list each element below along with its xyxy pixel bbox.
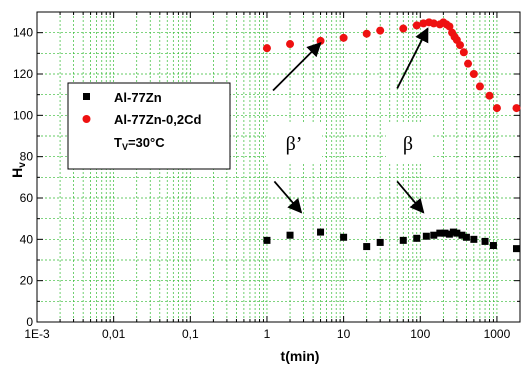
annotation-arrow — [396, 27, 429, 89]
series-al-77zn-cd — [262, 18, 521, 113]
legend-note-rest: =30°C — [128, 135, 165, 150]
data-point-square — [470, 235, 478, 243]
y-axis-title-sub: v — [17, 162, 28, 168]
data-point-square — [512, 245, 520, 253]
data-point-square — [399, 236, 407, 244]
data-point-circle — [464, 59, 473, 68]
y-tick-label: 40 — [20, 232, 34, 246]
series-al-77zn — [263, 228, 520, 253]
data-point-circle — [469, 70, 478, 78]
data-point-square — [263, 236, 271, 244]
data-point-square — [363, 243, 371, 251]
plot-frame — [36, 11, 521, 323]
y-tick-label: 100 — [13, 108, 33, 122]
legend-label-al-77zn: Al-77Zn — [114, 90, 162, 105]
x-tick-label: 1 — [264, 327, 271, 341]
data-point-circle — [475, 82, 484, 91]
data-point-square — [489, 242, 497, 250]
y-tick-label: 0 — [26, 315, 33, 329]
annotation-arrow — [272, 41, 322, 92]
data-point-circle — [362, 29, 371, 38]
data-point-square — [453, 229, 461, 237]
data-point-circle — [376, 26, 385, 35]
annotation-beta-prime: β’ — [286, 133, 303, 155]
annotation-box-beta-prime — [266, 124, 322, 162]
annotation-box-beta — [386, 124, 432, 162]
axis-ticks: 1E-3 0,01 0,1 1 10 100 1000 0 20 40 60 80 100 120 140 — [13, 11, 521, 341]
legend-temperature-note: TV=30°C — [114, 135, 165, 152]
data-point-square — [481, 237, 489, 245]
data-point-square — [458, 231, 466, 239]
y-tick-label: 80 — [20, 150, 34, 164]
data-point-circle — [512, 104, 521, 113]
data-point-circle — [286, 40, 295, 49]
annotation-beta: β — [403, 133, 413, 155]
data-point-square — [422, 232, 430, 240]
data-point-circle — [485, 91, 494, 100]
y-axis-title-main: H — [9, 168, 25, 178]
data-point-square — [340, 233, 348, 241]
y-tick-label: 20 — [20, 274, 34, 288]
data-point-circle — [399, 24, 408, 33]
legend-note-sub: V — [122, 142, 128, 152]
legend-box — [67, 82, 231, 170]
data-series — [262, 18, 521, 253]
x-tick-label: 1000 — [484, 327, 511, 341]
data-point-circle — [459, 48, 468, 57]
data-point-square — [436, 229, 444, 237]
annotations: β’ β — [266, 27, 432, 214]
legend-label-al-77zn-cd: Al-77Zn-0,2Cd — [114, 112, 201, 127]
y-axis-title: Hv — [9, 162, 28, 178]
data-point-circle — [429, 19, 438, 28]
data-point-square — [376, 238, 384, 246]
legend: Al-77Zn Al-77Zn-0,2Cd TV=30°C — [67, 82, 231, 170]
legend-marker-al-77zn — [83, 93, 90, 100]
legend-marker-al-77zn-cd — [82, 115, 91, 123]
data-point-square — [462, 233, 470, 241]
x-tick-label: 100 — [410, 327, 430, 341]
y-tick-label: 140 — [13, 26, 33, 40]
data-point-circle — [492, 104, 501, 113]
data-point-square — [430, 231, 438, 239]
x-tick-label: 0,1 — [182, 327, 199, 341]
annotation-arrow — [396, 180, 425, 214]
data-point-square — [286, 231, 294, 239]
data-point-circle — [445, 22, 454, 31]
x-axis-title: t(min) — [281, 348, 320, 364]
data-point-circle — [456, 41, 465, 50]
svg-text:Hv: Hv — [9, 162, 28, 178]
data-point-square — [317, 228, 325, 236]
data-point-square — [445, 230, 453, 238]
y-tick-label: 60 — [20, 191, 34, 205]
x-tick-label: 0,01 — [102, 327, 126, 341]
data-point-square — [449, 228, 457, 236]
annotation-arrow — [273, 180, 303, 214]
y-tick-label: 120 — [13, 67, 33, 81]
x-tick-label: 1E-3 — [24, 327, 50, 341]
legend-note-main: T — [114, 135, 122, 150]
x-tick-label: 10 — [337, 327, 351, 341]
data-point-circle — [262, 44, 271, 53]
data-point-square — [441, 229, 449, 237]
data-point-square — [413, 234, 421, 242]
data-point-circle — [339, 33, 348, 42]
